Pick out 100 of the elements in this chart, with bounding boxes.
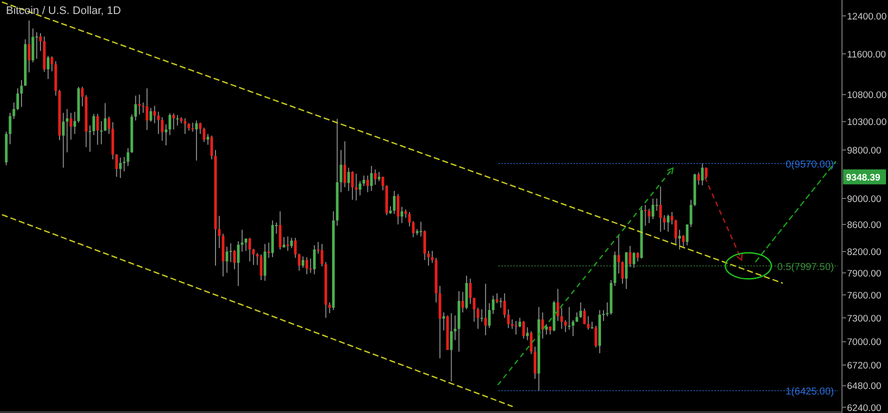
candlestick [351, 170, 354, 200]
candlestick [236, 240, 240, 286]
candlestick [400, 206, 404, 224]
y-tick-label: 8600.00 [847, 220, 882, 231]
candlestick [636, 252, 640, 262]
y-tick-label: 6240.00 [847, 402, 882, 413]
candlestick [492, 295, 495, 314]
candlestick [108, 116, 110, 134]
candlestick [184, 118, 186, 134]
candlestick [240, 229, 244, 252]
candlestick [659, 186, 662, 232]
y-tick-label: 8200.00 [847, 247, 882, 258]
ref-line-label: 0.5(7997.50) [777, 262, 834, 273]
candlestick [469, 278, 472, 304]
candlestick [70, 112, 72, 140]
candlestick [420, 221, 422, 237]
candlestick [305, 256, 308, 275]
candlestick [347, 167, 350, 192]
candlestick [499, 297, 502, 308]
candlestick [210, 135, 214, 160]
candlestick [476, 307, 480, 330]
y-tick-label: 9000.00 [847, 194, 882, 206]
candlestick [488, 302, 491, 329]
candlestick [594, 325, 598, 348]
candlestick [628, 246, 632, 268]
candlestick [20, 80, 23, 108]
y-tick-label: 7300.00 [847, 313, 882, 324]
candlestick [46, 55, 50, 80]
candlestick [256, 252, 259, 266]
candlestick [286, 236, 290, 252]
y-tick-label: 12400.00 [847, 11, 887, 22]
candlestick [309, 258, 312, 274]
candlestick [226, 246, 228, 274]
y-tick-label: 11600.00 [847, 49, 886, 60]
candlestick [88, 125, 92, 152]
candlestick [663, 214, 666, 230]
candlestick [195, 120, 198, 162]
candlestick [632, 252, 636, 268]
candlestick [423, 230, 426, 260]
ref-line-label: 0(9570.00) [786, 160, 834, 171]
candlestick [248, 237, 252, 262]
candlestick [354, 173, 358, 201]
candlestick [701, 163, 704, 186]
candlestick [666, 214, 670, 232]
candlestick [545, 324, 548, 335]
candlestick [652, 198, 654, 220]
candlestick [686, 224, 689, 246]
candlestick [674, 219, 678, 246]
candlestick [682, 234, 685, 248]
candlestick [374, 169, 377, 186]
candlestick [92, 113, 96, 136]
candlestick [496, 292, 498, 304]
candlestick [648, 208, 650, 224]
candlestick [62, 112, 65, 168]
candlestick [366, 175, 369, 193]
candlestick [100, 120, 103, 145]
candlestick [260, 254, 262, 281]
candlestick [126, 148, 130, 166]
candlestick [35, 32, 38, 60]
candlestick [160, 116, 164, 142]
y-tick-label: 7900.00 [847, 268, 882, 280]
y-tick-label: 6720.00 [847, 360, 882, 372]
candlestick [28, 20, 30, 73]
candlestick [617, 234, 620, 274]
candlestick [412, 220, 415, 238]
candlestick [267, 242, 270, 258]
candlestick [579, 302, 582, 318]
candlestick [503, 292, 506, 318]
candlestick [343, 140, 346, 188]
candlestick [392, 190, 396, 214]
candlestick [39, 32, 42, 52]
candlestick [302, 256, 304, 268]
candlestick [454, 314, 456, 341]
y-tick-label: 10800.00 [847, 90, 887, 102]
candlestick [122, 156, 126, 172]
candlestick [534, 346, 536, 380]
candlestick [244, 238, 248, 252]
candlestick [73, 111, 76, 134]
y-tick-label: 7000.00 [847, 337, 882, 348]
candlestick [472, 297, 476, 322]
candlestick [290, 237, 293, 249]
candlestick [514, 320, 518, 335]
candlestick [480, 308, 484, 322]
y-tick-label: 10300.00 [847, 117, 887, 128]
candlestick [298, 253, 301, 272]
candlestick [282, 236, 286, 248]
candlestick [522, 320, 525, 339]
candlestick [644, 204, 647, 226]
candlestick [16, 88, 20, 111]
y-tick-label: 9800.00 [847, 145, 882, 156]
y-tick-label: 7600.00 [847, 290, 882, 302]
annotation: 9348.39 [846, 172, 880, 184]
candlestick [340, 149, 342, 193]
candlestick [697, 172, 700, 186]
candlestick [370, 165, 373, 192]
candlestick [568, 306, 571, 330]
ref-line-label: 1(6425.00) [786, 386, 834, 398]
candlestick [104, 102, 107, 132]
candlestick [427, 250, 430, 266]
candlestick [382, 176, 384, 191]
